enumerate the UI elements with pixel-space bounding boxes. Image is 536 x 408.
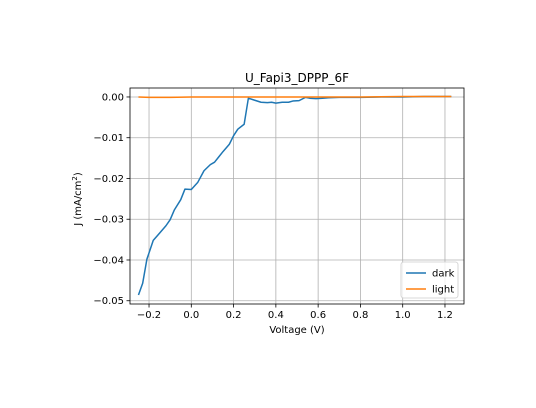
series-line-light [138, 95, 452, 99]
y-axis-label: J (mA/cm2) [71, 172, 84, 227]
x-tick-label: 0.0 [183, 310, 199, 321]
y-tick-label: −0.05 [93, 296, 124, 307]
y-tick-label: 0.00 [102, 92, 124, 103]
x-axis-label: Voltage (V) [269, 325, 324, 336]
y-axis-label-main: J (mA/cm [73, 181, 84, 227]
x-axis: −0.2 0.0 0.2 0.4 0.6 0.8 1.0 1.2 [137, 304, 453, 321]
chart-title: U_Fapi3_DPPP_6F [245, 71, 349, 85]
x-tick-label: 0.8 [352, 310, 368, 321]
y-tick-label: −0.01 [93, 133, 124, 144]
x-tick-label: 0.4 [268, 310, 284, 321]
y-tick-label: −0.04 [93, 255, 124, 266]
x-tick-label: 0.2 [226, 310, 242, 321]
legend: dark light [400, 261, 459, 299]
legend-label-light: light [432, 285, 454, 296]
y-axis-label-end: ) [73, 172, 84, 176]
x-tick-label: −0.2 [137, 310, 161, 321]
x-tick-label: 1.2 [437, 310, 453, 321]
x-tick-label: 0.6 [310, 310, 326, 321]
y-axis-label-sup: 2 [71, 176, 79, 180]
y-tick-label: −0.03 [93, 215, 124, 226]
y-tick-label: −0.02 [93, 174, 124, 185]
plot-frame [129, 87, 465, 305]
series-line-dark [137, 95, 452, 296]
x-tick-label: 1.0 [395, 310, 411, 321]
y-axis: 0.00 −0.01 −0.02 −0.03 −0.04 −0.05 [93, 92, 130, 307]
series-lines [137, 95, 452, 296]
legend-label-dark: dark [432, 269, 455, 280]
